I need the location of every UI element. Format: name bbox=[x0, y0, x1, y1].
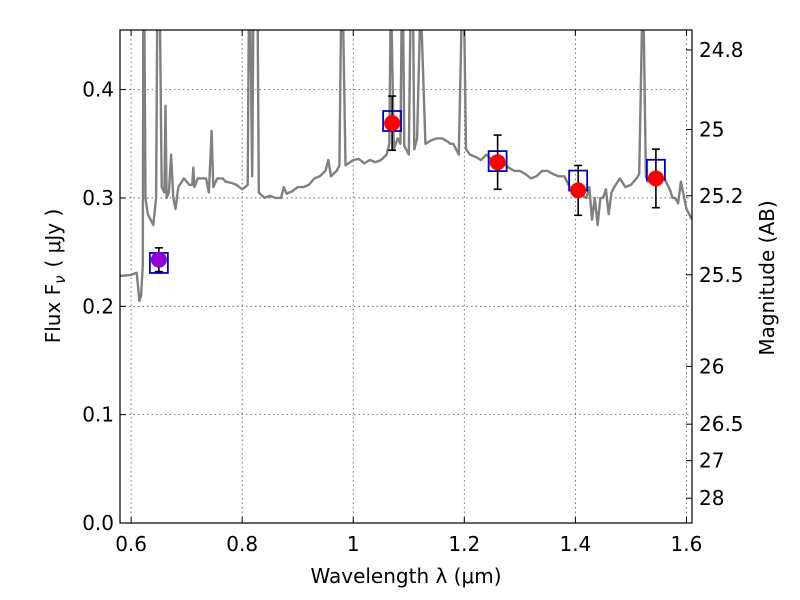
spectrum-line bbox=[120, 30, 692, 303]
y-tick-label: 0.2 bbox=[82, 294, 114, 318]
y-tick-label: 0.0 bbox=[82, 511, 114, 535]
axis-ticks: 0.6 0.8 1 1.2 1.4 1.6 0.0 0.1 0.2 0.3 0.4 24.8 25 25.… bbox=[82, 30, 744, 556]
x-tick-label: 0.8 bbox=[226, 532, 258, 556]
x-tick-label: 1.6 bbox=[671, 532, 703, 556]
y-tick-label: 0.1 bbox=[82, 403, 114, 427]
observed-point bbox=[489, 154, 506, 171]
observed-point bbox=[570, 182, 587, 199]
observed-series bbox=[148, 95, 666, 274]
y2-tick-label: 24.8 bbox=[699, 38, 744, 62]
observed-point bbox=[384, 115, 401, 132]
spectrum-series bbox=[120, 30, 692, 303]
observed-point bbox=[150, 251, 167, 268]
x-tick-label: 1 bbox=[347, 532, 360, 556]
x-tick-label: 0.6 bbox=[115, 532, 147, 556]
y2-tick-label: 25 bbox=[699, 118, 724, 142]
x-tick-label: 1.4 bbox=[559, 532, 591, 556]
y2-axis-label: Magnitude (AB) bbox=[755, 200, 779, 355]
observed-point bbox=[647, 170, 664, 187]
y2-tick-label: 25.2 bbox=[699, 184, 744, 208]
y2-tick-label: 28 bbox=[699, 486, 724, 510]
y-axis-label: Flux Fν ( μJy ) bbox=[41, 209, 69, 344]
x-tick-label: 1.2 bbox=[448, 532, 480, 556]
y2-tick-label: 25.5 bbox=[699, 263, 744, 287]
y2-tick-label: 26 bbox=[699, 354, 724, 378]
y-tick-label: 0.3 bbox=[82, 186, 114, 210]
x-axis-label: Wavelength λ (μm) bbox=[310, 564, 501, 588]
y2-tick-label: 27 bbox=[699, 449, 724, 473]
y-axis-label-unit: ( μJy ) bbox=[41, 209, 65, 268]
y2-tick-label: 26.5 bbox=[699, 412, 744, 436]
y-tick-label: 0.4 bbox=[82, 78, 114, 102]
y-axis-label-main: Flux F bbox=[41, 284, 65, 343]
y-axis-label-sub: ν bbox=[51, 275, 69, 283]
plot-frame bbox=[119, 29, 693, 524]
